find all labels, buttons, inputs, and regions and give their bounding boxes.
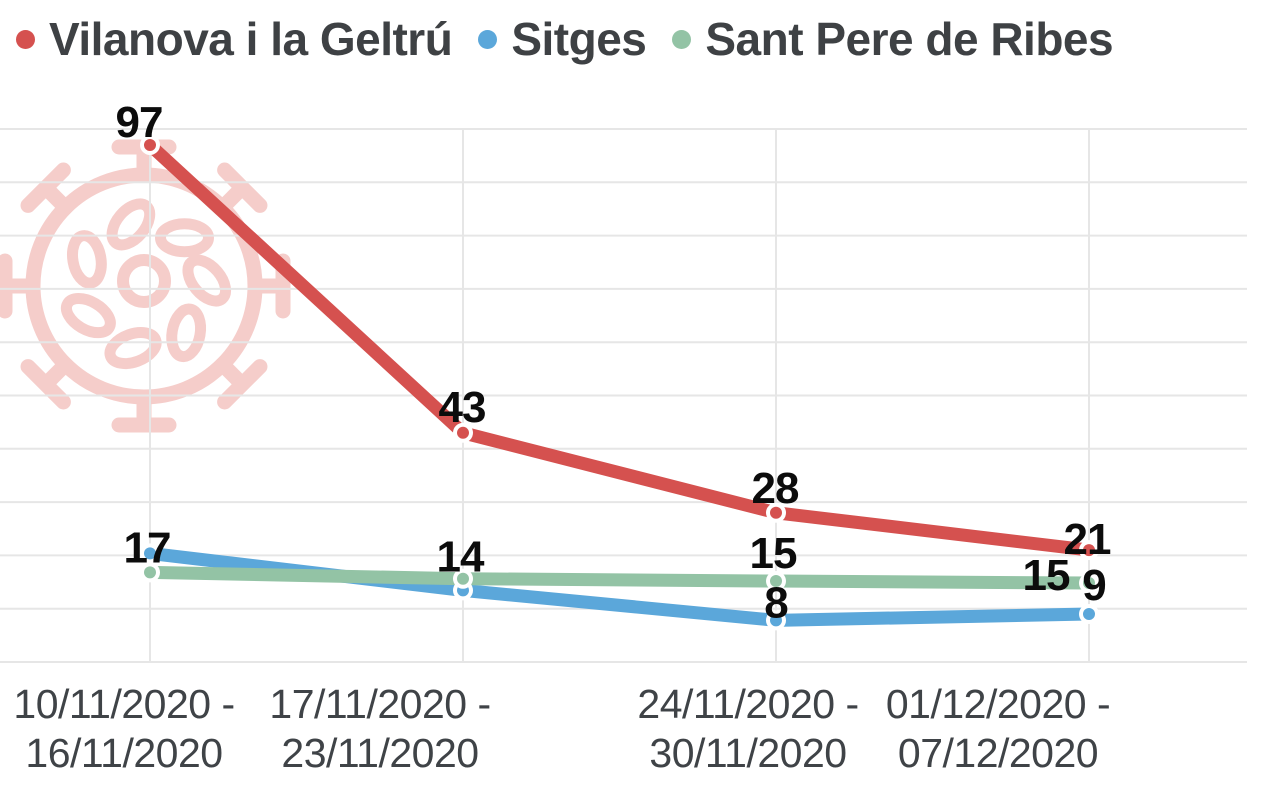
data-point[interactable]	[140, 543, 160, 564]
value-label: 15	[750, 529, 797, 578]
legend-dot-blue-icon	[478, 29, 498, 49]
legend-label-sant-pere: Sant Pere de Ribes	[705, 13, 1114, 65]
data-point[interactable]	[766, 571, 786, 592]
coronavirus-watermark-icon	[0, 139, 291, 433]
legend: Vilanova i la Geltrú Sitges Sant Pere de…	[16, 10, 1114, 68]
data-point[interactable]	[1079, 604, 1099, 625]
value-label: 17	[124, 523, 171, 572]
series-line-sant-pere	[143, 565, 1096, 590]
data-point[interactable]	[1079, 540, 1099, 561]
legend-dot-green-icon	[672, 29, 692, 49]
value-label: 15	[1023, 551, 1070, 600]
value-label: 28	[752, 464, 799, 513]
data-point[interactable]	[140, 134, 160, 155]
value-label: 97	[116, 98, 163, 147]
legend-item-sant-pere[interactable]: Sant Pere de Ribes	[672, 12, 1114, 66]
legend-dot-red-icon	[16, 29, 35, 49]
data-point[interactable]	[766, 502, 786, 523]
value-label: 8	[764, 578, 788, 627]
value-label: 21	[1064, 515, 1111, 564]
legend-item-sitges[interactable]: Sitges	[478, 12, 647, 66]
legend-label-sitges: Sitges	[511, 13, 647, 65]
data-point[interactable]	[140, 562, 160, 583]
value-label: 14	[437, 532, 485, 581]
data-point[interactable]	[453, 568, 473, 589]
series-line-vilanova	[143, 138, 1096, 557]
data-point[interactable]	[453, 422, 473, 443]
value-label: 43	[439, 383, 486, 432]
legend-item-vilanova[interactable]: Vilanova i la Geltrú	[16, 12, 453, 66]
value-label: 9	[1082, 561, 1105, 610]
data-point[interactable]	[766, 610, 786, 631]
legend-label-vilanova: Vilanova i la Geltrú	[49, 13, 453, 65]
data-point[interactable]	[1079, 573, 1099, 594]
